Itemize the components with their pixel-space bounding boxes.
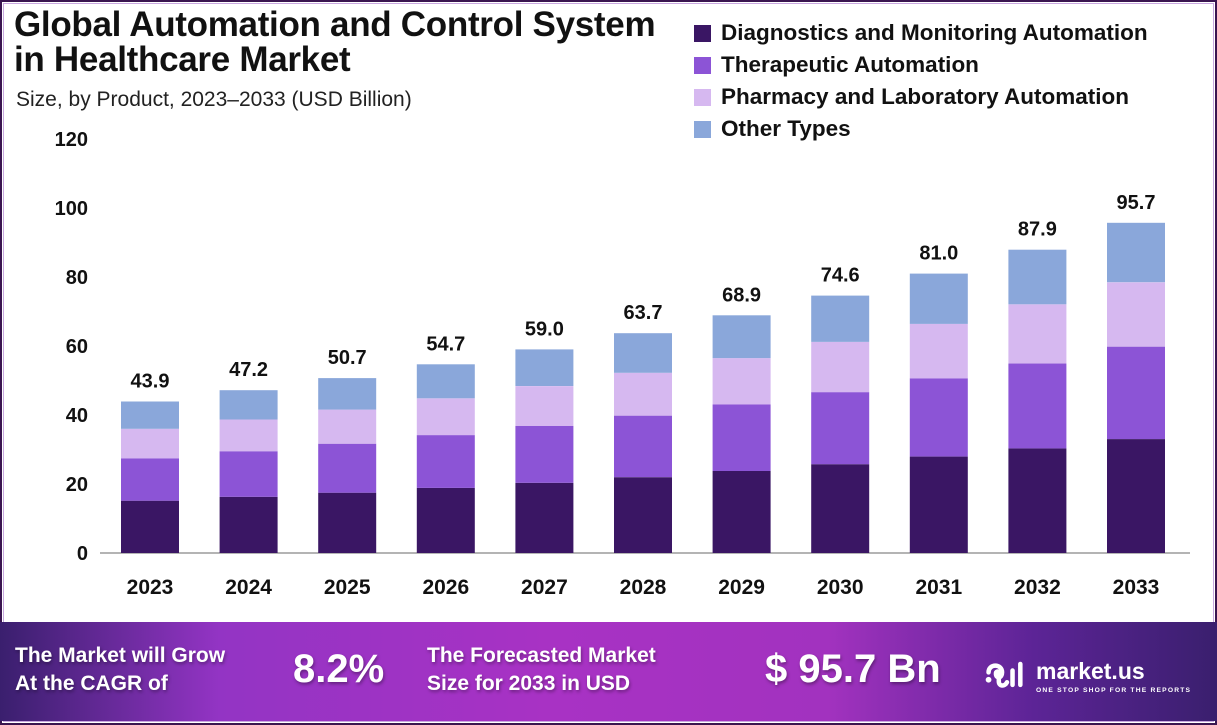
svg-text:50.7: 50.7 — [328, 347, 367, 369]
svg-text:80: 80 — [66, 267, 88, 289]
svg-text:20: 20 — [66, 474, 88, 496]
svg-text:43.9: 43.9 — [131, 371, 170, 393]
svg-text:63.7: 63.7 — [624, 302, 663, 324]
svg-text:60: 60 — [66, 336, 88, 358]
svg-text:2024: 2024 — [225, 576, 272, 599]
svg-text:2028: 2028 — [620, 576, 667, 599]
svg-text:2023: 2023 — [127, 576, 174, 599]
svg-text:0: 0 — [77, 543, 88, 565]
svg-text:2027: 2027 — [521, 576, 568, 599]
svg-text:95.7: 95.7 — [1117, 192, 1156, 214]
svg-text:2032: 2032 — [1014, 576, 1061, 599]
svg-text:81.0: 81.0 — [919, 243, 958, 265]
svg-text:2033: 2033 — [1113, 576, 1160, 599]
svg-text:2026: 2026 — [422, 576, 469, 599]
svg-text:87.9: 87.9 — [1018, 219, 1057, 241]
svg-text:100: 100 — [55, 198, 88, 220]
svg-text:54.7: 54.7 — [426, 333, 465, 355]
svg-text:47.2: 47.2 — [229, 359, 268, 381]
svg-text:120: 120 — [55, 129, 88, 151]
svg-text:2031: 2031 — [915, 576, 962, 599]
svg-text:74.6: 74.6 — [821, 265, 860, 287]
svg-text:68.9: 68.9 — [722, 284, 761, 306]
svg-text:2030: 2030 — [817, 576, 864, 599]
svg-text:2025: 2025 — [324, 576, 371, 599]
svg-text:2029: 2029 — [718, 576, 765, 599]
svg-text:59.0: 59.0 — [525, 318, 564, 340]
svg-text:40: 40 — [66, 405, 88, 427]
